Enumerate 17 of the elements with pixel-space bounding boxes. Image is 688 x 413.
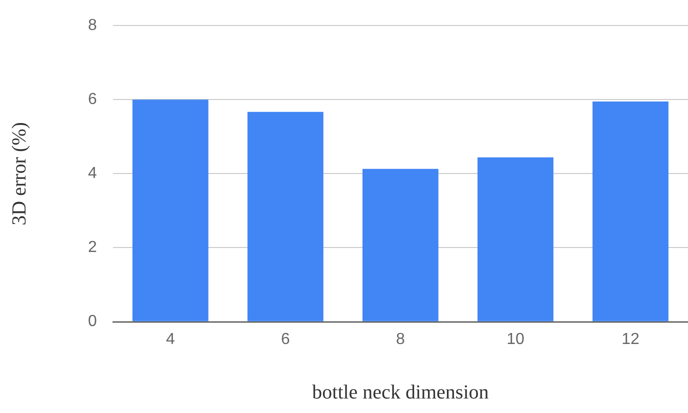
bar — [132, 100, 208, 322]
y-tick-label: 0 — [88, 313, 97, 330]
bar — [592, 102, 668, 322]
y-tick-label: 6 — [88, 91, 97, 108]
y-tick-label: 2 — [88, 239, 97, 256]
x-tick-label: 6 — [280, 330, 290, 348]
bar — [247, 112, 324, 322]
x-tick-label: 8 — [396, 330, 405, 348]
y-axis-title: 3D error (%) — [8, 122, 30, 226]
y-tick-label: 4 — [88, 165, 97, 182]
x-tick-label: 10 — [506, 330, 524, 348]
x-tick-label: 4 — [166, 330, 175, 348]
x-tick-label: 12 — [622, 330, 640, 348]
bar — [362, 168, 438, 322]
x-axis-title: bottle neck dimension — [312, 381, 489, 404]
y-tick-label: 8 — [88, 17, 97, 34]
bar — [478, 157, 554, 322]
